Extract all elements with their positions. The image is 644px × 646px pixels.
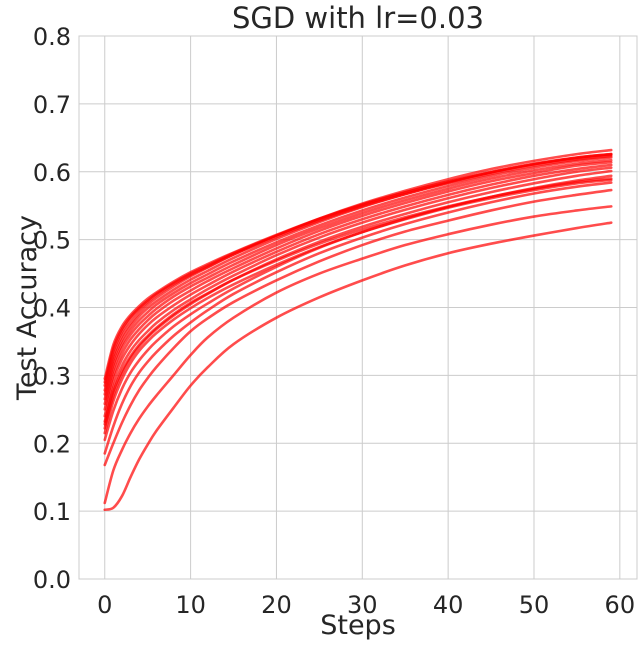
plot-frame [78, 35, 638, 580]
series-line-10 [103, 158, 613, 406]
series-line-8 [103, 163, 613, 418]
y-tick-label: 0.1 [33, 498, 71, 526]
series-line-7 [103, 166, 613, 423]
y-axis-ticks: 0.0 0.1 0.2 0.3 0.4 0.5 0.6 0.7 0.8 [33, 23, 71, 594]
y-tick-label: 0.6 [33, 159, 71, 187]
x-tick-label: 30 [347, 591, 378, 619]
x-axis-ticks: 0 10 20 30 40 50 60 [97, 591, 635, 619]
series-line-2 [103, 205, 613, 505]
y-axis-title: Test Accuracy [12, 215, 43, 401]
y-tick-label: 0.7 [33, 91, 71, 119]
x-tick-label: 10 [175, 591, 206, 619]
chart-title: SGD with lr=0.03 [232, 1, 484, 35]
series-layer [103, 148, 613, 512]
y-tick-label: 0.5 [33, 227, 71, 255]
y-tick-label: 0.2 [33, 430, 71, 458]
series-line-4 [103, 181, 613, 455]
y-tick-label: 0.0 [33, 566, 71, 594]
x-tick-label: 60 [605, 591, 636, 619]
series-line-17 [103, 177, 613, 426]
y-tick-label: 0.3 [33, 362, 71, 390]
series-line-9 [103, 160, 613, 411]
series-line-16 [103, 152, 613, 381]
series-line-3 [103, 188, 613, 467]
series-line-13 [103, 148, 613, 392]
y-tick-label: 0.8 [33, 23, 71, 51]
series-line-18 [103, 178, 613, 435]
x-tick-label: 50 [519, 591, 550, 619]
y-tick-label: 0.4 [33, 295, 71, 323]
series-line-1 [103, 221, 613, 512]
x-tick-label: 40 [433, 591, 464, 619]
x-tick-label: 0 [97, 591, 112, 619]
x-tick-label: 20 [261, 591, 292, 619]
x-axis-title: Steps [320, 610, 396, 641]
series-line-11 [103, 156, 613, 401]
